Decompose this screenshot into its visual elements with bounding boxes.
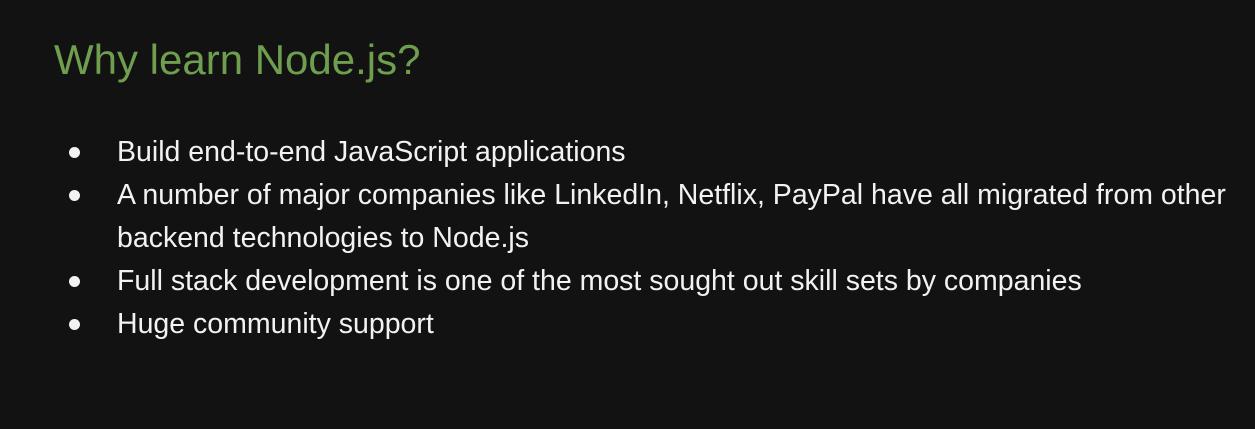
bullet-item: Build end-to-end JavaScript applications: [0, 131, 1237, 174]
bullet-dot-icon: [69, 276, 80, 287]
bullet-text: Huge community support: [117, 308, 434, 340]
bullet-item: A number of major companies like LinkedI…: [0, 174, 1237, 260]
bullet-item: Huge community support: [0, 303, 1237, 346]
bullet-list: Build end-to-end JavaScript applications…: [0, 131, 1255, 346]
bullet-text: Build end-to-end JavaScript applications: [117, 136, 626, 168]
slide-title: Why learn Node.js?: [54, 36, 421, 83]
bullet-text: Full stack development is one of the mos…: [117, 265, 1082, 297]
bullet-dot-icon: [69, 190, 80, 201]
bullet-text: A number of major companies like LinkedI…: [117, 179, 1226, 254]
bullet-dot-icon: [69, 147, 80, 158]
bullet-item: Full stack development is one of the mos…: [0, 260, 1237, 303]
bullet-dot-icon: [69, 319, 80, 330]
